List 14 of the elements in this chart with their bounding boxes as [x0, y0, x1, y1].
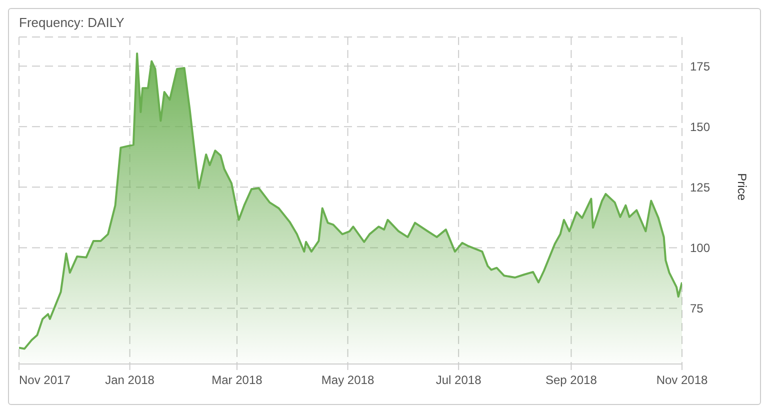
chart-title: Frequency: DAILY	[19, 15, 124, 30]
x-tick-label: Nov 2018	[656, 373, 708, 387]
y-tick-label: 150	[690, 120, 710, 134]
x-tick-label: Nov 2017	[19, 373, 71, 387]
x-tick-label: Sep 2018	[546, 373, 598, 387]
y-axis-title: Price	[734, 173, 749, 201]
x-tick-label: Jul 2018	[436, 373, 482, 387]
y-tick-label: 100	[690, 240, 710, 255]
y-tick-label: 125	[690, 180, 710, 194]
x-tick-label: Mar 2018	[212, 373, 263, 387]
y-tick-label: 175	[690, 59, 710, 74]
x-tick-label: May 2018	[321, 373, 374, 387]
y-tick-label: 75	[690, 302, 704, 316]
x-tick-label: Jan 2018	[105, 373, 155, 387]
